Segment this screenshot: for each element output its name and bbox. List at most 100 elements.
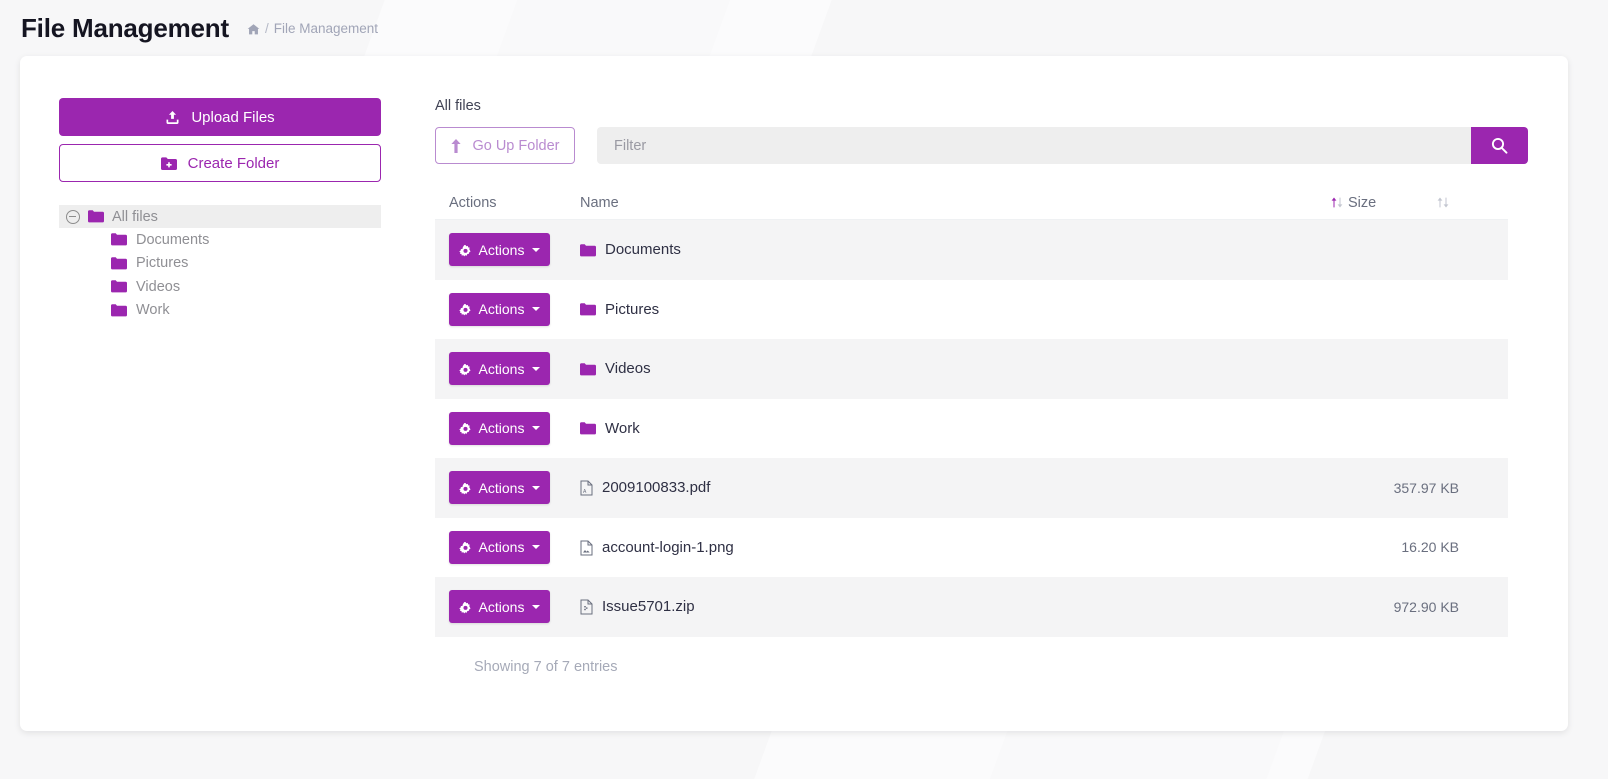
row-name-cell: Documents (580, 241, 1348, 258)
actions-button[interactable]: Actions (449, 471, 550, 505)
upload-files-button[interactable]: Upload Files (59, 98, 381, 136)
file-name-label: account-login-1.png (602, 538, 734, 556)
row-size-cell: 972.90 KB (1393, 598, 1459, 615)
card-body: Upload Files Create Folder All files (20, 56, 1568, 731)
tree-item-documents[interactable]: Documents (59, 228, 381, 252)
minus-circle-icon[interactable] (66, 209, 80, 224)
row-actions-cell: Actions (435, 352, 580, 386)
gear-icon (458, 361, 472, 377)
tree-item-work[interactable]: Work (59, 299, 381, 323)
files-table: Actions Name Size (435, 186, 1508, 675)
table-row[interactable]: Actions Videos (435, 339, 1508, 399)
tree-item-label: Work (136, 302, 170, 319)
folder-plus-icon (160, 155, 177, 172)
tree-item-all-files[interactable]: All files (59, 205, 381, 228)
row-name-cell: A 2009100833.pdf (580, 479, 1348, 496)
upload-files-label: Upload Files (191, 108, 275, 126)
page-header: File Management / File Management (0, 0, 1608, 56)
folder-icon (580, 241, 596, 258)
actions-button-label: Actions (478, 598, 525, 615)
actions-button[interactable]: Actions (449, 233, 550, 267)
row-size-cell: 16.20 KB (1401, 539, 1459, 556)
chevron-down-icon (532, 485, 541, 490)
home-icon[interactable] (247, 20, 260, 35)
create-folder-label: Create Folder (187, 154, 280, 172)
column-header-name[interactable]: Name (580, 195, 1348, 211)
table-row[interactable]: Actions Pictures (435, 279, 1508, 339)
row-actions-cell: Actions (435, 590, 580, 624)
sidebar-panel: Upload Files Create Folder All files (59, 98, 381, 322)
gear-icon (458, 539, 472, 555)
filter-group (597, 127, 1528, 164)
column-header-name-label: Name (580, 194, 619, 211)
actions-button[interactable]: Actions (449, 411, 550, 445)
chevron-down-icon (532, 545, 541, 550)
actions-button-label: Actions (478, 420, 525, 437)
actions-button[interactable]: Actions (449, 530, 550, 564)
tree-item-videos[interactable]: Videos (59, 275, 381, 299)
row-actions-cell: Actions (435, 233, 580, 267)
column-header-size-label: Size (1348, 194, 1377, 211)
sort-asc-icon[interactable] (1330, 195, 1348, 211)
actions-button-label: Actions (478, 241, 525, 258)
current-path-label: All files (435, 98, 481, 114)
table-row[interactable]: Actions A 2009100833.pdf 357.97 KB (435, 458, 1508, 518)
file-name-label: Issue5701.zip (602, 598, 695, 616)
chevron-down-icon (532, 366, 541, 371)
search-button[interactable] (1471, 127, 1528, 164)
row-actions-cell: Actions (435, 530, 580, 564)
row-name-cell: account-login-1.png (580, 539, 1348, 556)
tree-item-label: Videos (136, 278, 181, 295)
row-name-cell: Work (580, 420, 1348, 437)
file-name-label: Pictures (605, 300, 660, 318)
chevron-down-icon (532, 307, 541, 312)
table-row[interactable]: Actions Documents (435, 220, 1508, 280)
tree-item-label: Pictures (136, 255, 189, 272)
arrow-up-icon (450, 138, 462, 154)
row-name-cell: Videos (580, 360, 1348, 377)
tree-item-label: Documents (136, 231, 210, 248)
create-folder-button[interactable]: Create Folder (59, 144, 381, 182)
gear-icon (458, 480, 472, 496)
file-toolbar: Go Up Folder (435, 127, 1528, 164)
filter-input[interactable] (597, 127, 1471, 164)
table-entries-summary: Showing 7 of 7 entries (474, 658, 618, 675)
gear-icon (458, 242, 472, 258)
actions-button[interactable]: Actions (449, 292, 550, 326)
breadcrumb: / File Management (247, 20, 378, 36)
actions-button-label: Actions (478, 301, 525, 318)
gear-icon (458, 301, 472, 317)
chevron-down-icon (532, 247, 541, 252)
file-browser-panel: All files Go Up Folder (435, 98, 1528, 675)
file-name-label: Videos (605, 360, 651, 378)
file-name-label: 2009100833.pdf (602, 479, 711, 497)
file-image-icon (580, 539, 593, 556)
tree-item-pictures[interactable]: Pictures (59, 252, 381, 276)
file-pdf-icon: A (580, 479, 593, 496)
column-header-size[interactable]: Size (1348, 195, 1508, 211)
column-header-actions: Actions (449, 194, 497, 211)
row-actions-cell: Actions (435, 292, 580, 326)
row-size-cell: 357.97 KB (1393, 479, 1459, 496)
row-actions-cell: Actions (435, 411, 580, 445)
actions-button-label: Actions (478, 479, 525, 496)
go-up-folder-label: Go Up Folder (472, 137, 560, 154)
folder-tree: All files Documents Pictures (59, 205, 381, 322)
file-name-label: Work (605, 419, 640, 437)
gear-icon (458, 599, 472, 615)
row-name-cell: Pictures (580, 301, 1348, 318)
folder-icon (580, 301, 596, 318)
file-management-card: Upload Files Create Folder All files (20, 56, 1568, 731)
go-up-folder-button[interactable]: Go Up Folder (435, 127, 575, 164)
table-row[interactable]: Actions account-login-1.png 16.20 KB (435, 517, 1508, 577)
table-row[interactable]: Actions Issue5701.zip 972.90 KB (435, 577, 1508, 637)
file-name-label: Documents (605, 241, 681, 259)
upload-icon (165, 109, 180, 126)
row-actions-cell: Actions (435, 471, 580, 505)
table-row[interactable]: Actions Work (435, 398, 1508, 458)
actions-button-label: Actions (478, 539, 525, 556)
sort-icon[interactable] (1436, 195, 1454, 211)
folder-icon (88, 208, 104, 226)
actions-button[interactable]: Actions (449, 352, 550, 386)
actions-button[interactable]: Actions (449, 590, 550, 624)
